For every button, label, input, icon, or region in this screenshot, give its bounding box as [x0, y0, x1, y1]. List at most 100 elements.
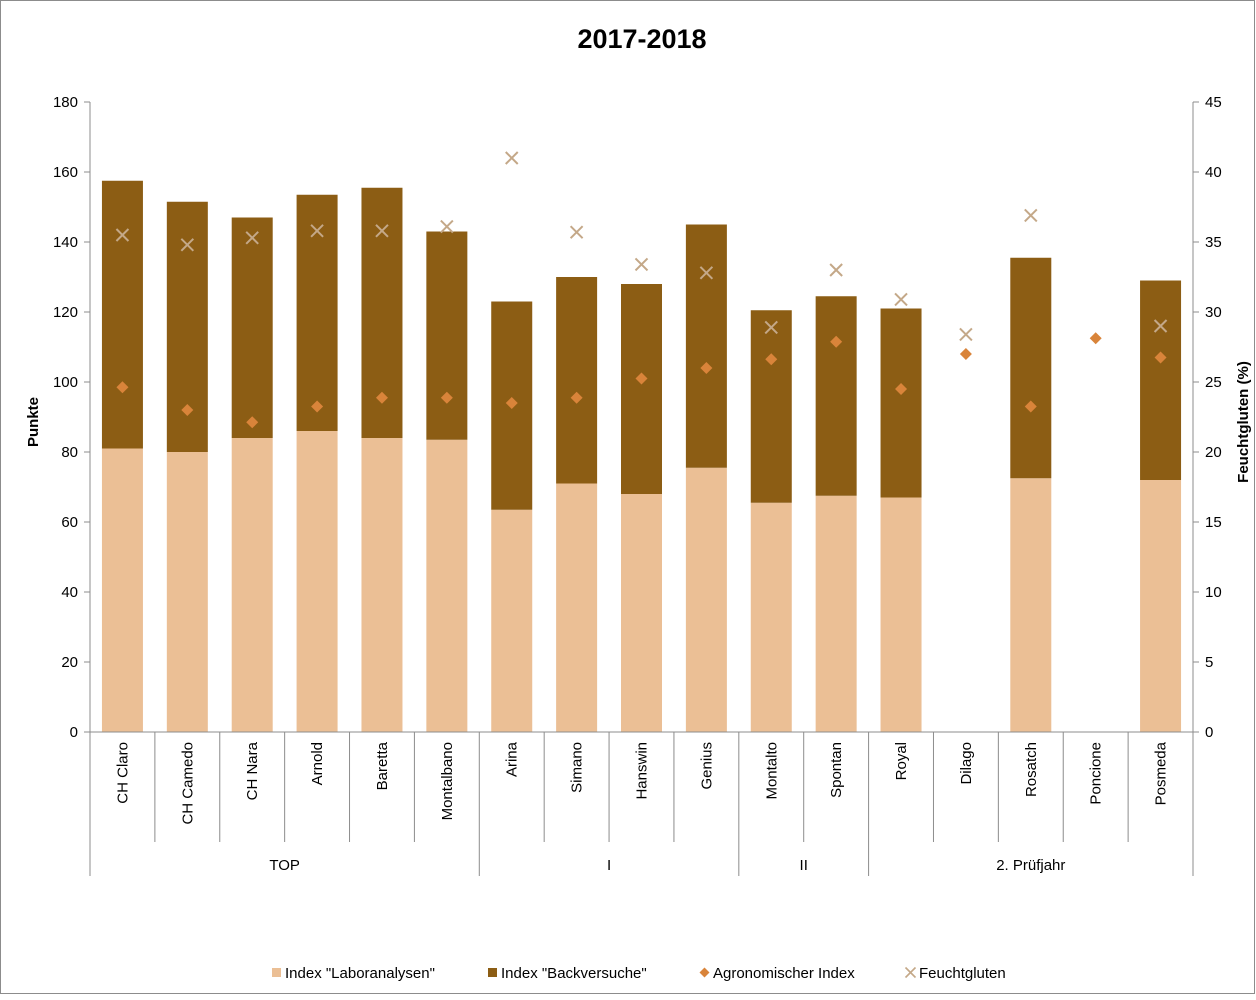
y-tick-label: 20 [61, 654, 78, 671]
marker-agronomischer-index [375, 391, 388, 404]
y2-tick-label: 20 [1205, 444, 1222, 461]
marker-agronomischer-index [1154, 351, 1167, 364]
bar-backversuche [101, 180, 143, 449]
y2-axis-label: Feuchtgluten (%) [1235, 361, 1252, 483]
y2-tick-label: 35 [1205, 234, 1222, 251]
y2-tick-label: 10 [1205, 584, 1222, 601]
marker-feuchtgluten [764, 320, 778, 335]
marker-agronomischer-index [700, 362, 713, 374]
legend-swatch [488, 968, 497, 977]
bar-laboranalysen [231, 438, 273, 732]
category-label: CH Nara [244, 741, 261, 800]
marker-feuchtgluten [1024, 208, 1038, 223]
bar-laboranalysen [296, 431, 338, 732]
marker-agronomischer-index [1089, 332, 1102, 345]
chart-title: 2017-2018 [577, 24, 706, 54]
marker-feuchtgluten [894, 292, 908, 307]
y2-tick-label: 40 [1205, 164, 1222, 181]
category-label: Montalbano [439, 742, 456, 820]
group-label: 2. Prüfjahr [996, 857, 1065, 874]
category-label: Hanswin [634, 742, 651, 800]
group-label: TOP [269, 857, 300, 874]
marker-agronomischer-index [440, 391, 453, 404]
legend-label: Index "Laboranalysen" [285, 965, 435, 982]
y-tick-label: 140 [53, 234, 78, 251]
bar-backversuche [1010, 257, 1052, 479]
y-tick-label: 120 [53, 304, 78, 321]
bar-backversuche [426, 231, 468, 440]
axes-layer [89, 102, 1194, 733]
marker-agronomischer-index [570, 391, 583, 404]
marker-feuchtgluten [375, 224, 389, 238]
bar-laboranalysen [815, 495, 857, 732]
y2-tick-label: 45 [1205, 94, 1222, 111]
y-tick-label: 0 [70, 724, 78, 741]
category-label: CH Claro [114, 742, 131, 804]
y-axis-label: Punkte [25, 397, 42, 447]
bar-laboranalysen [491, 509, 533, 732]
category-label: Baretta [374, 741, 391, 790]
marker-feuchtgluten [245, 231, 259, 245]
bar-laboranalysen [685, 467, 727, 732]
marker-agronomischer-index [311, 400, 324, 413]
marker-feuchtgluten [634, 257, 649, 272]
bars-layer [101, 180, 1182, 732]
marker-feuchtgluten [699, 266, 714, 280]
legend: Index "Laboranalysen" Index "Backversuche… [272, 965, 1006, 982]
bar-backversuche [685, 224, 727, 468]
legend-swatch [272, 968, 281, 977]
marker-feuchtgluten [440, 219, 454, 234]
category-label: Simano [569, 742, 586, 793]
marker-agronomischer-index [505, 397, 518, 409]
y2-tick-label: 0 [1205, 724, 1213, 741]
marker-feuchtgluten [1153, 319, 1168, 333]
category-label: Poncione [1088, 742, 1105, 805]
bar-laboranalysen [361, 438, 403, 732]
bar-laboranalysen [556, 483, 598, 732]
bar-laboranalysen [1140, 480, 1182, 732]
markers-layer [115, 151, 1168, 429]
y2-tick-label: 15 [1205, 514, 1222, 531]
legend-swatch [904, 966, 917, 979]
marker-agronomischer-index [765, 353, 778, 366]
y-tick-label: 80 [61, 444, 78, 461]
bar-backversuche [815, 296, 857, 496]
category-labels-layer: CH Claro CH Camedo CH Nara Arnold Baretta Mon… [89, 732, 1194, 876]
bar-backversuche [556, 277, 598, 484]
marker-feuchtgluten [505, 151, 519, 165]
category-label: Posmeda [1153, 741, 1170, 805]
marker-feuchtgluten [569, 225, 584, 239]
marker-agronomischer-index [635, 372, 648, 385]
marker-agronomischer-index [895, 383, 908, 395]
bar-laboranalysen [1010, 478, 1052, 732]
legend-swatch [699, 967, 710, 978]
legend-label: Index "Backversuche" [501, 965, 647, 982]
marker-agronomischer-index [959, 348, 972, 360]
y2-tick-label: 5 [1205, 654, 1213, 671]
y-tick-label: 160 [53, 164, 78, 181]
group-label: I [607, 857, 611, 874]
marker-agronomischer-index [1024, 400, 1037, 413]
bar-backversuche [621, 284, 662, 494]
category-label: Montalto [763, 742, 780, 800]
bar-laboranalysen [750, 502, 792, 732]
marker-feuchtgluten [115, 228, 130, 242]
marker-agronomischer-index [246, 416, 259, 429]
bar-laboranalysen [101, 448, 143, 732]
bar-backversuche [231, 217, 273, 438]
marker-feuchtgluten [829, 263, 843, 277]
y-tick-label: 60 [61, 514, 78, 531]
y2-tick-label: 30 [1205, 304, 1222, 321]
marker-agronomischer-index [181, 404, 194, 416]
bar-laboranalysen [880, 497, 922, 732]
bar-backversuche [1140, 280, 1182, 480]
y2-tick-label: 25 [1205, 374, 1222, 391]
y-tick-label: 40 [61, 584, 78, 601]
bar-laboranalysen [426, 439, 468, 732]
category-label: Dilago [958, 742, 975, 785]
category-label: Genius [698, 742, 715, 790]
y-tick-label: 180 [53, 94, 78, 111]
bar-backversuche [750, 310, 792, 503]
